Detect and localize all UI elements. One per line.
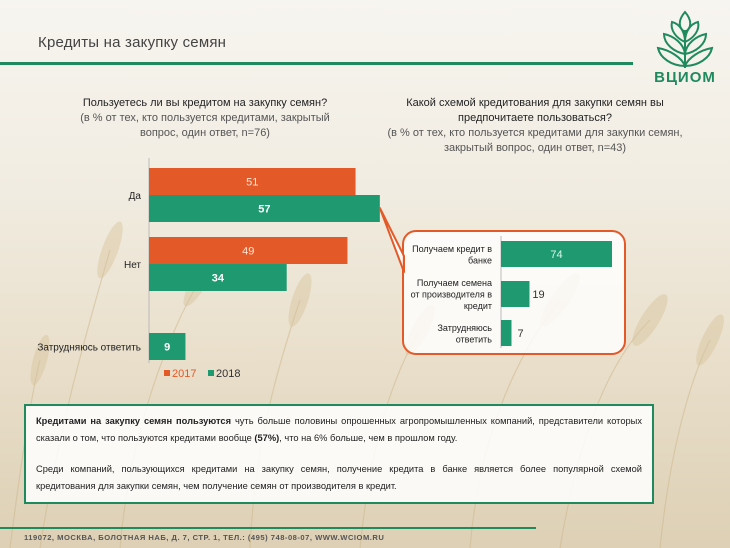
right-question-subtitle-2: закрытый вопрос, один ответ, n=43): [443, 142, 627, 154]
legend-2017-label: 2017: [172, 368, 196, 380]
bar-2018-value: 9: [164, 342, 170, 354]
callout-pointer: [378, 207, 405, 273]
summary-paragraph-1: Кредитами на закупку семян пользуются чу…: [36, 413, 642, 447]
summary-paragraph-2: Среди компаний, пользующихся кредитами н…: [36, 464, 642, 491]
bar-2018: [149, 195, 380, 222]
right-category-label: кредит: [464, 301, 492, 311]
legend-2018-label: 2018: [216, 368, 240, 380]
right-bar: [501, 281, 530, 307]
footer-divider: [0, 527, 536, 529]
left-question-subtitle-1: (в % от тех, кто пользуется кредитами, з…: [80, 112, 330, 124]
right-category-label: Затрудняюсь: [437, 323, 492, 333]
summary-text-1: чуть больше половины опрошенных агропром…: [36, 416, 642, 443]
bar-2018: [149, 333, 186, 360]
left-category-label: Затрудняюсь ответить: [37, 343, 141, 354]
bar-2017: [149, 168, 356, 195]
bar-2018-value: 57: [258, 204, 270, 216]
right-category-label: от производителя в: [411, 290, 493, 300]
right-bar-value: 74: [550, 249, 562, 261]
right-question-title-1: Какой схемой кредитования для закупки се…: [406, 97, 664, 109]
summary-bold-value: (57%): [254, 433, 280, 443]
right-bar-value: 7: [517, 328, 523, 340]
bar-2017-value: 51: [246, 177, 258, 189]
legend-2017-swatch: [164, 370, 170, 376]
left-question-title: Пользуетесь ли вы кредитом на закупку се…: [82, 97, 328, 109]
right-bar-value: 19: [532, 289, 544, 301]
right-category-label: банке: [468, 255, 492, 265]
right-category-label: Получаем семена: [417, 278, 492, 288]
left-category-label: Да: [129, 191, 142, 202]
summary-bold-lead: Кредитами на закупку семян пользуются: [36, 416, 232, 426]
bar-2017: [149, 237, 348, 264]
page-title: Кредиты на закупку семян: [38, 34, 227, 51]
right-bar: [501, 320, 512, 346]
summary-box: Кредитами на закупку семян пользуются чу…: [24, 404, 654, 504]
vciom-logo-icon: [656, 10, 714, 68]
bar-2017-value: 49: [242, 246, 254, 258]
left-category-label: Нет: [124, 260, 141, 271]
title-divider: [0, 62, 633, 65]
footer-address: 119072, МОСКВА, БОЛОТНАЯ НАБ, Д. 7, СТР.…: [24, 533, 385, 542]
summary-text-2: , что на 6% больше, чем в прошлом году.: [279, 433, 458, 443]
left-question: Пользуетесь ли вы кредитом на закупку се…: [60, 96, 350, 141]
right-bar: [501, 241, 612, 267]
bar-2018-value: 34: [212, 273, 225, 285]
right-category-label: ответить: [456, 334, 493, 344]
right-question-subtitle-1: (в % от тех, кто пользуется кредитами дл…: [387, 127, 683, 139]
logo-text: ВЦИОМ: [654, 69, 716, 86]
right-question: Какой схемой кредитования для закупки се…: [370, 96, 700, 156]
right-question-title-2: предпочитаете пользоваться?: [458, 112, 612, 124]
bar-2018: [149, 264, 287, 291]
right-category-label: Получаем кредит в: [412, 244, 492, 254]
left-question-subtitle-2: вопрос, один ответ, n=76): [140, 127, 270, 139]
legend-2018-swatch: [208, 370, 214, 376]
